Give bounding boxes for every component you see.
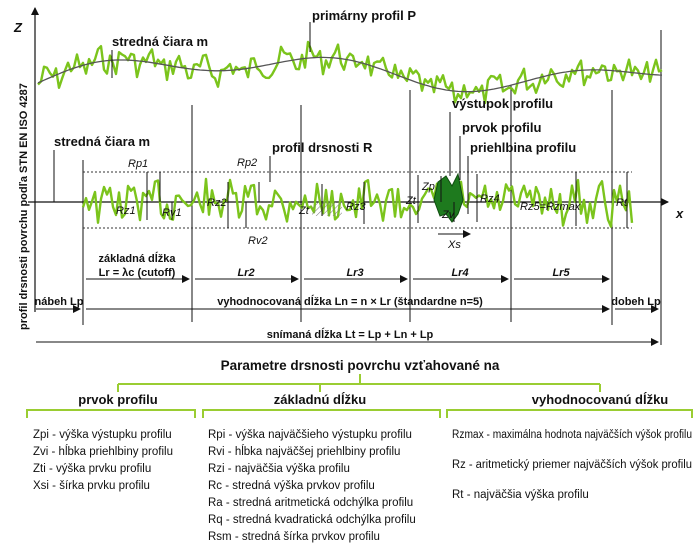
lr1-label-2: Lr = λc (cutoff) [99, 267, 176, 279]
legend-item: Zvi - hĺbka priehlbiny profilu [33, 445, 173, 458]
callout-zp: Zp [421, 181, 435, 193]
legend-group-element: Zpi - výška výstupku profilu Zvi - hĺbka… [33, 429, 173, 492]
run-out-label: dobeh Lp [611, 296, 661, 308]
legend-heading-evaluation: vyhodnocovanú dĺžku [532, 392, 669, 407]
mean-line-left-label: stredná čiara m [54, 134, 150, 149]
legend-item: Ra - stredná aritmetická odchýlka profil… [208, 497, 413, 509]
primary-profile-label: primárny profil P [312, 8, 416, 23]
legend-item: Zpi - výška výstupku profilu [33, 429, 172, 441]
callout-rz2: Rz2 [207, 197, 227, 209]
legend-item: Rvi - hĺbka najväčšej priehlbiny profilu [208, 445, 400, 458]
evaluation-label: vyhodnocovaná dĺžka Ln = n × Lr (štandar… [217, 294, 483, 308]
callout-rz5: Rz5=Rzmax [520, 201, 581, 213]
callout-rp1: Rp1 [128, 158, 148, 170]
legend-item: Rzi - najväčšia výška profilu [208, 463, 350, 475]
x-axis-label: x [675, 206, 684, 221]
valley-label: priehlbina profilu [470, 140, 576, 155]
traversing-label: snímaná dĺžka Lt = Lp + Ln + Lp [267, 327, 434, 341]
lr1-label-1: základná dĺžka [98, 251, 176, 265]
callout-rz3: Rz3 [346, 201, 366, 213]
callout-zt2: Zt [405, 195, 417, 207]
callout-rz4: Rz4 [480, 193, 500, 205]
callout-zt: Zt [298, 205, 310, 217]
legend-item: Rpi - výška najväčšieho výstupku profilu [208, 429, 412, 441]
callout-rt: Rt [616, 197, 628, 209]
valley-hatch [312, 202, 342, 216]
primary-profile-line [37, 40, 663, 105]
lr2-label: Lr2 [237, 267, 254, 279]
legend-group-sampling: Rpi - výška najväčšieho výstupku profilu… [208, 429, 416, 543]
callout-rv2: Rv2 [248, 235, 268, 247]
callout-rv1: Rv1 [162, 207, 182, 219]
callout-rp2: Rp2 [237, 157, 257, 169]
legend-item: Rc - stredná výška prvkov profilu [208, 480, 375, 492]
legend-tree-lines [26, 374, 693, 418]
legend-item: Zti - výška prvku profilu [33, 463, 151, 475]
callout-zv: Zv [441, 209, 456, 221]
z-axis-label: Z [13, 20, 23, 35]
element-label: prvok profilu [462, 120, 542, 135]
legend-heading-element: prvok profilu [78, 392, 158, 407]
roughness-profile-line [81, 177, 634, 228]
dimension-bars [146, 172, 628, 238]
legend-heading-sampling: základnú dĺžku [274, 392, 367, 407]
reference-lines [83, 171, 632, 229]
legend-title: Parametre drsnosti povrchu vzťahované na [221, 358, 500, 373]
legend-item: Rq - stredná kvadratická odchýlka profil… [208, 514, 416, 526]
mean-line-top-label: stredná čiara m [112, 34, 208, 49]
lr5-label: Lr5 [552, 267, 570, 279]
run-in-label: nábeh Lp [35, 296, 84, 308]
vertical-standard-label: profil drsnosti povrchu podľa STN EN ISO… [18, 83, 30, 330]
legend-item: Rzmax - maximálna hodnota najväčších výš… [452, 429, 692, 441]
callout-rz1: Rz1 [116, 205, 136, 217]
legend-item: Rsm - stredná šírka prvkov profilu [208, 531, 380, 543]
primary-mean-line [37, 56, 663, 93]
lr4-label: Lr4 [451, 267, 468, 279]
legend-item: Rz - aritmetický priemer najväčších výšo… [452, 459, 692, 471]
lr3-label: Lr3 [346, 267, 363, 279]
roughness-profile-label: profil drsnosti R [272, 140, 373, 155]
legend-item: Rt - najväčšia výška profilu [452, 489, 589, 501]
legend-group-evaluation: Rzmax - maximálna hodnota najväčších výš… [452, 429, 692, 501]
legend-item: Xsi - šírka prvku profilu [33, 480, 150, 492]
peak-label: výstupok profilu [452, 96, 553, 111]
callout-xs: Xs [447, 239, 461, 251]
